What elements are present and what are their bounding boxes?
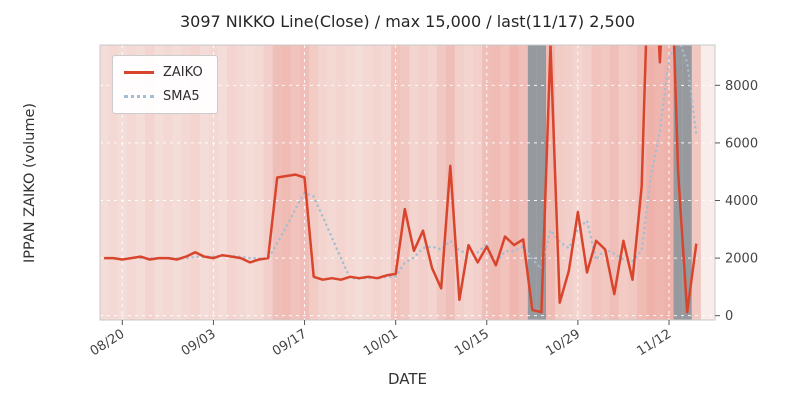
- zaiko-line-sample-icon: [124, 71, 154, 74]
- y-tick-label: 4000: [725, 194, 758, 209]
- x-tick-label: 10/15: [452, 327, 492, 360]
- gridlines: [100, 45, 715, 320]
- x-tick-label: 10/29: [543, 327, 583, 360]
- sma5-line-sample-icon: [124, 95, 154, 98]
- zaiko-line: [104, 45, 698, 314]
- y-tick-label: 2000: [725, 252, 758, 267]
- legend-label: ZAIKO: [163, 65, 203, 80]
- y-tick-label: 0: [725, 309, 733, 324]
- x-tick-label: 10/01: [361, 327, 401, 360]
- y-tick-label: 8000: [725, 79, 758, 94]
- x-tick-label: 09/17: [270, 327, 310, 360]
- legend-item-zaiko: ZAIKO: [124, 65, 203, 80]
- plot-border: [99, 44, 716, 321]
- x-tick-label: 11/12: [634, 327, 674, 360]
- series-lines: [104, 45, 698, 314]
- legend-item-sma5: SMA5: [124, 89, 203, 104]
- x-tick-label: 09/03: [179, 327, 219, 360]
- chart-title: 3097 NIKKO Line(Close) / max 15,000 / la…: [179, 12, 636, 31]
- legend-label: SMA5: [163, 89, 200, 104]
- y-tick-label: 6000: [725, 136, 758, 151]
- legend: ZAIKO SMA5: [112, 55, 218, 114]
- x-tick-label: 08/20: [88, 327, 128, 360]
- x-axis-label: DATE: [387, 370, 428, 388]
